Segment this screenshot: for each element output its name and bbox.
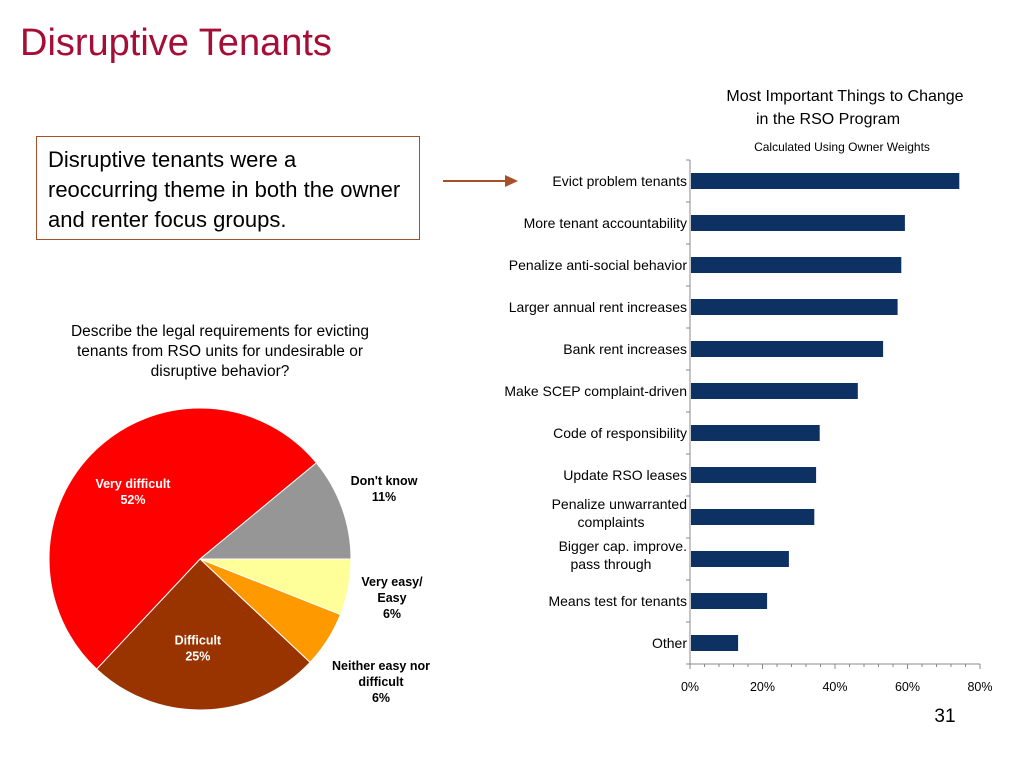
bar-penalize-unwarranted-complaints <box>691 509 815 525</box>
svg-text:Easy: Easy <box>377 591 406 605</box>
pie-slice-difficult <box>95 558 311 711</box>
svg-text:Larger annual rent increases: Larger annual rent increases <box>509 299 687 315</box>
category-label-penalize-anti-social-behavior: Penalize anti-social behavior <box>509 257 688 273</box>
svg-text:Evict problem tenants: Evict problem tenants <box>552 173 687 189</box>
category-label-other: Other <box>652 635 687 651</box>
category-label-code-of-responsibility: Code of responsibility <box>553 425 687 441</box>
svg-text:Bigger cap. improve.: Bigger cap. improve. <box>559 538 687 554</box>
svg-text:Update RSO leases: Update RSO leases <box>563 467 687 483</box>
svg-text:52%: 52% <box>120 493 145 507</box>
svg-text:Means test for tenants: Means test for tenants <box>548 593 687 609</box>
bar-code-of-responsibility <box>691 425 820 441</box>
bar-update-rso-leases <box>691 467 817 483</box>
pie-label-don-t-know: Don't know 11% <box>351 474 418 504</box>
svg-text:Neither easy nor: Neither easy nor <box>332 659 430 673</box>
bar-evict-problem-tenants <box>691 173 960 189</box>
callout-box: Disruptive tenants were a reoccurring th… <box>36 136 420 240</box>
bar-penalize-anti-social-behavior <box>691 257 902 273</box>
svg-text:25%: 25% <box>185 650 210 664</box>
pie-label-very-easy-easy: Very easy/Easy 6% <box>361 575 423 621</box>
x-tick-label: 80% <box>967 680 992 694</box>
pie-label-neither-easy-nor-difficult: Neither easy nor difficult 6% <box>332 659 430 705</box>
bar-chart-title: Most Important Things to Change in the RS… <box>726 88 963 128</box>
svg-text:6%: 6% <box>372 691 390 705</box>
slide-title: Disruptive Tenants <box>20 22 332 64</box>
svg-text:Very difficult: Very difficult <box>95 477 171 491</box>
bar-make-scep-complaint-driven <box>691 383 858 399</box>
svg-text:Penalize unwarranted: Penalize unwarranted <box>552 496 687 512</box>
category-label-means-test-for-tenants: Means test for tenants <box>548 593 687 609</box>
pie-slice-don-t-know <box>198 462 352 560</box>
pie-slice-very-difficult <box>48 407 318 670</box>
svg-text:Most Important Things to Chang: Most Important Things to Change <box>726 88 963 105</box>
bar-means-test-for-tenants <box>691 593 768 609</box>
svg-text:Bank rent increases: Bank rent increases <box>563 341 687 357</box>
pie-chart-title: Describe the legal requirements for evic… <box>70 323 370 380</box>
x-tick-label: 0% <box>681 680 699 694</box>
category-label-bigger-cap-improve-pass-through: Bigger cap. improve. pass through <box>559 538 687 572</box>
x-tick-label: 20% <box>750 680 775 694</box>
svg-text:difficult: difficult <box>358 675 404 689</box>
category-label-bank-rent-increases: Bank rent increases <box>563 341 687 357</box>
svg-text:in the RSO Program: in the RSO Program <box>756 111 900 128</box>
bar-more-tenant-accountability <box>691 215 905 231</box>
pie-label-very-difficult: Very difficult 52% <box>95 477 171 507</box>
svg-text:6%: 6% <box>383 607 401 621</box>
highlight-arrow <box>443 175 518 187</box>
pie-label-difficult: Difficult 25% <box>175 634 222 664</box>
bar-chart-subtitle: Calculated Using Owner Weights <box>754 140 930 154</box>
bar-bigger-cap-improve-pass-through <box>691 551 789 567</box>
category-label-evict-problem-tenants: Evict problem tenants <box>552 173 687 189</box>
page-number: 31 <box>934 706 956 727</box>
svg-text:Difficult: Difficult <box>175 634 222 648</box>
svg-text:Don't know: Don't know <box>351 474 418 488</box>
category-label-larger-annual-rent-increases: Larger annual rent increases <box>509 299 687 315</box>
category-label-make-scep-complaint-driven: Make SCEP complaint-driven <box>504 383 687 399</box>
bar-bank-rent-increases <box>691 341 884 357</box>
category-label-penalize-unwarranted-complaints: Penalize unwarranted complaints <box>552 496 687 530</box>
category-label-update-rso-leases: Update RSO leases <box>563 467 687 483</box>
svg-text:Code of responsibility: Code of responsibility <box>553 425 687 441</box>
svg-text:Make SCEP complaint-driven: Make SCEP complaint-driven <box>504 383 687 399</box>
bar-other <box>691 635 739 651</box>
svg-text:More tenant accountability: More tenant accountability <box>524 215 687 231</box>
x-tick-label: 40% <box>822 680 847 694</box>
svg-text:pass through: pass through <box>571 556 652 572</box>
svg-text:Very easy/: Very easy/ <box>361 575 423 589</box>
bar-larger-annual-rent-increases <box>691 299 898 315</box>
x-tick-label: 60% <box>895 680 920 694</box>
category-label-more-tenant-accountability: More tenant accountability <box>524 215 687 231</box>
svg-text:11%: 11% <box>372 490 396 504</box>
svg-text:complaints: complaints <box>578 514 645 530</box>
svg-text:Other: Other <box>652 635 687 651</box>
svg-text:Penalize anti-social behavior: Penalize anti-social behavior <box>509 257 688 273</box>
